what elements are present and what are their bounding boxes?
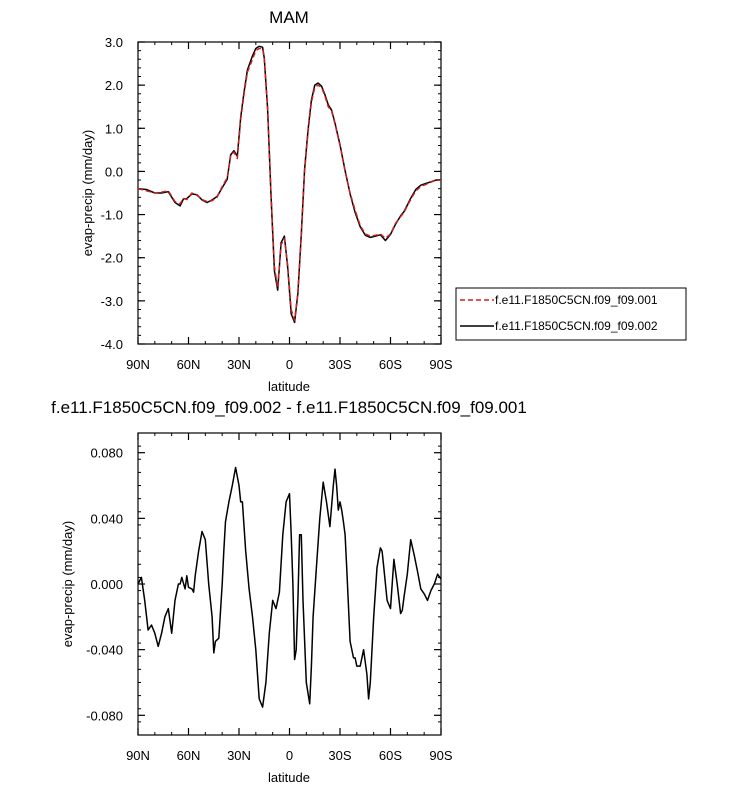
top-y-tick-label: 3.0 [105, 35, 123, 50]
bottom-y-tick-label: 0.080 [90, 446, 123, 461]
top-y-tick-label: 2.0 [105, 78, 123, 93]
top-y-axis-label: evap-precip (mm/day) [80, 130, 95, 256]
bottom-y-tick-label: -0.040 [86, 643, 123, 658]
bottom-x-tick-label: 90S [429, 748, 452, 763]
top-y-tick-label: -4.0 [101, 337, 123, 352]
top-x-tick-label: 60S [379, 357, 402, 372]
top-x-tick-label: 90N [126, 357, 150, 372]
top-series [137, 45, 442, 324]
bottom-x-tick-label: 60S [379, 748, 402, 763]
bottom-chart: f.e11.F1850C5CN.f09_f09.002 - f.e11.F185… [51, 398, 527, 785]
bottom-y-tick-label: 0.000 [90, 577, 123, 592]
bottom-x-tick-label: 30S [328, 748, 351, 763]
top-y-tick-label: -3.0 [101, 294, 123, 309]
top-chart: MAM -4.0 -3.0 -2.0 -1.0 0.0 1.0 2.0 3.0 90N 60N 3… [80, 8, 453, 394]
bottom-y-ticks: -0.080 -0.040 0.000 0.040 0.080 [86, 432, 441, 736]
top-x-axis-label: latitude [268, 379, 310, 394]
top-chart-title: MAM [269, 8, 309, 27]
top-x-tick-label: 0 [286, 357, 293, 372]
top-x-ticks: 90N 60N 30N 0 30S 60S 90S [126, 42, 453, 372]
bottom-series-line-1 [137, 466, 442, 708]
bottom-x-tick-label: 90N [126, 748, 150, 763]
bottom-x-axis-label: latitude [268, 770, 310, 785]
top-y-tick-label: -1.0 [101, 208, 123, 223]
top-x-tick-label: 60N [177, 357, 201, 372]
bottom-x-tick-label: 30N [227, 748, 251, 763]
bottom-y-tick-label: 0.040 [90, 511, 123, 526]
legend: f.e11.F1850C5CN.f09_f09.001 f.e11.F1850C… [455, 287, 687, 341]
top-series-line-1 [137, 47, 441, 322]
top-y-tick-label: -2.0 [101, 251, 123, 266]
bottom-series [137, 466, 442, 708]
top-y-tick-label: 0.0 [105, 164, 123, 179]
legend-box [455, 287, 687, 341]
legend-label-002: f.e11.F1850C5CN.f09_f09.002 [495, 319, 658, 333]
bottom-x-tick-label: 60N [177, 748, 201, 763]
bottom-y-axis-label: evap-precip (mm/day) [60, 521, 75, 647]
bottom-x-ticks: 90N 60N 30N 0 30S 60S 90S [126, 433, 453, 763]
top-y-ticks: -4.0 -3.0 -2.0 -1.0 0.0 1.0 2.0 3.0 [101, 35, 441, 352]
bottom-chart-title: f.e11.F1850C5CN.f09_f09.002 - f.e11.F185… [51, 398, 527, 417]
bottom-x-tick-label: 0 [286, 748, 293, 763]
bottom-y-tick-label: -0.080 [86, 708, 123, 723]
legend-label-001: f.e11.F1850C5CN.f09_f09.001 [495, 293, 658, 307]
top-x-tick-label: 30N [227, 357, 251, 372]
top-x-tick-label: 30S [328, 357, 351, 372]
top-x-tick-label: 90S [429, 357, 452, 372]
top-y-tick-label: 1.0 [105, 121, 123, 136]
